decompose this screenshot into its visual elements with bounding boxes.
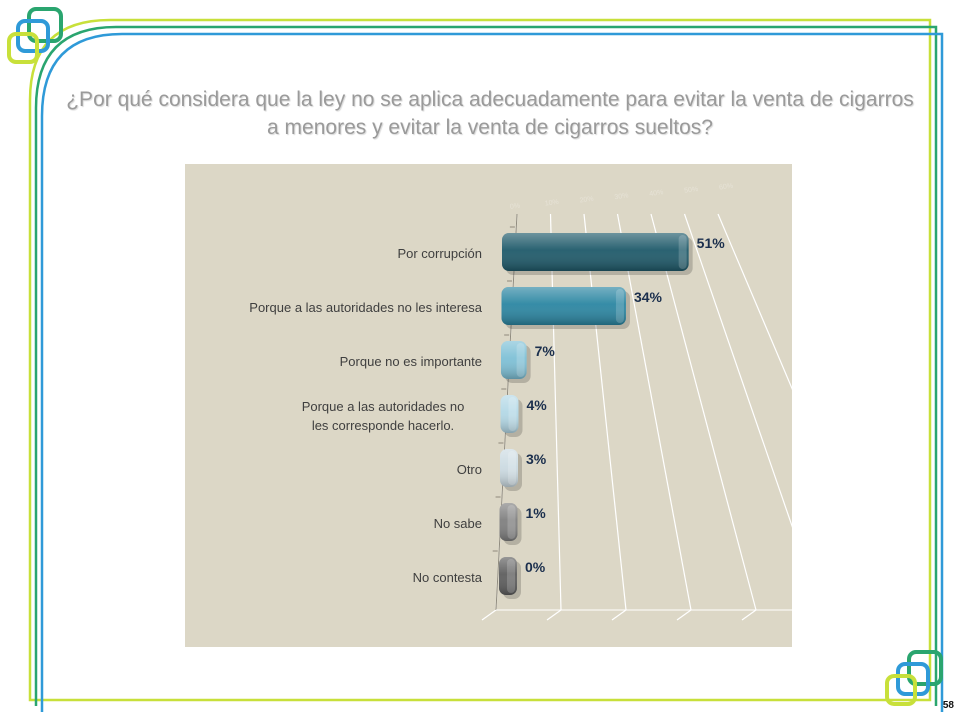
gridline-floor bbox=[546, 609, 562, 621]
bar-4 bbox=[500, 395, 523, 437]
data-label: 1% bbox=[526, 505, 547, 521]
axis-tick-label: 10% bbox=[544, 199, 559, 208]
data-label: 4% bbox=[527, 397, 548, 413]
category-label: No contesta bbox=[413, 570, 483, 585]
bar-2 bbox=[501, 287, 630, 329]
gridline-floor bbox=[676, 609, 692, 621]
gridline-floor bbox=[481, 609, 497, 621]
bar-gloss bbox=[500, 449, 518, 487]
category-label-line: Porque a las autoridades no bbox=[302, 399, 465, 414]
slide-title: ¿Por qué considera que la ley no se apli… bbox=[66, 88, 914, 139]
category-label: Porque a las autoridades no les correspon… bbox=[302, 399, 465, 433]
category-labels: Por corrupción Porque a las autoridades n… bbox=[249, 246, 482, 585]
gridline bbox=[717, 213, 792, 390]
axis-tick-label: 20% bbox=[579, 196, 594, 205]
bar-5 bbox=[500, 449, 522, 491]
category-label-line: les corresponde hacerlo. bbox=[312, 418, 454, 433]
bar-chart: 0% 10% 20% 30% 40% 50% 60% Por corrupción Porqu… bbox=[249, 183, 792, 621]
category-label: Otro bbox=[457, 462, 482, 477]
axis-tick-label: 0% bbox=[510, 203, 521, 211]
bar-cap bbox=[507, 505, 516, 539]
bar-gloss bbox=[502, 233, 689, 271]
gridline-floor bbox=[741, 609, 757, 621]
bar-1 bbox=[502, 233, 693, 275]
category-label: Porque no es importante bbox=[340, 354, 482, 369]
category-label: Por corrupción bbox=[397, 246, 482, 261]
bar-cap bbox=[516, 343, 525, 377]
data-label: 7% bbox=[535, 343, 556, 359]
bar-gloss bbox=[501, 287, 626, 325]
axis-tick-label: 50% bbox=[684, 186, 699, 195]
logo-icon-top-left bbox=[7, 7, 63, 64]
gridline bbox=[616, 213, 692, 611]
grid-layer: 0% 10% 20% 30% 40% 50% 60% bbox=[481, 183, 792, 621]
bars bbox=[499, 233, 693, 599]
category-label: No sabe bbox=[434, 516, 482, 531]
logo-icon-bottom-right bbox=[885, 650, 943, 706]
data-label: 51% bbox=[697, 235, 726, 251]
axis-tick-label: 30% bbox=[614, 192, 629, 201]
bar-3 bbox=[501, 341, 531, 383]
axis-tick-label: 40% bbox=[649, 189, 664, 198]
bar-cap bbox=[508, 451, 516, 485]
gridline bbox=[549, 213, 562, 611]
data-label: 0% bbox=[525, 559, 546, 575]
bar-gloss bbox=[501, 341, 527, 379]
bar-cap bbox=[678, 235, 687, 269]
bar-cap bbox=[508, 397, 517, 431]
bar-7 bbox=[499, 557, 521, 599]
axis-tick-label: 60% bbox=[719, 183, 734, 192]
bar-cap bbox=[507, 559, 515, 593]
gridline bbox=[583, 213, 627, 611]
chart-panel: 0% 10% 20% 30% 40% 50% 60% Por corrupción Porqu… bbox=[185, 164, 792, 647]
category-label: Porque a las autoridades no les interesa bbox=[249, 300, 482, 315]
bar-gloss bbox=[500, 395, 519, 433]
gridline-floor bbox=[611, 609, 627, 621]
bar-cap bbox=[615, 289, 624, 323]
bar-6 bbox=[499, 503, 522, 545]
data-labels: 51% 34% 7% 4% 3% 1% 0% bbox=[525, 235, 725, 575]
page-number: 58 bbox=[942, 700, 954, 711]
gridline bbox=[683, 213, 792, 528]
bar-gloss bbox=[499, 557, 517, 595]
bar-gloss bbox=[499, 503, 518, 541]
gridline bbox=[650, 213, 757, 611]
data-label: 3% bbox=[526, 451, 547, 467]
data-label: 34% bbox=[634, 289, 663, 305]
